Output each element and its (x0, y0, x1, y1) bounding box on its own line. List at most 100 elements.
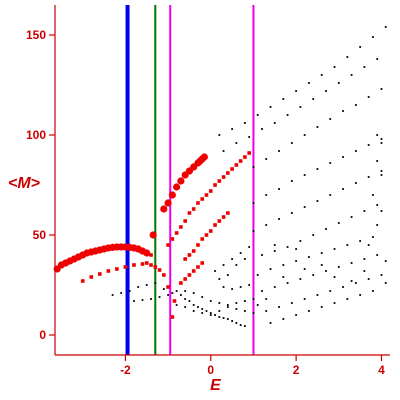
data-point (218, 134, 221, 136)
data-point (269, 268, 272, 270)
data-point (192, 310, 195, 312)
data-point (320, 74, 323, 76)
data-point (363, 66, 366, 68)
data-point (214, 270, 216, 272)
data-point (295, 260, 298, 262)
data-point (231, 258, 234, 260)
data-point (312, 98, 315, 100)
data-point (175, 304, 178, 306)
x-tick-label: -2 (120, 363, 131, 377)
data-point (244, 300, 246, 302)
data-point (372, 194, 374, 196)
data-point (337, 222, 340, 224)
data-point (196, 201, 200, 205)
data-point (273, 122, 276, 124)
data-point (160, 205, 168, 213)
data-point (354, 150, 357, 152)
data-point (123, 265, 128, 269)
data-point (265, 158, 268, 160)
data-point (278, 188, 280, 190)
data-point (244, 258, 246, 260)
data-point (204, 193, 209, 197)
data-point (183, 257, 187, 261)
data-point (380, 170, 383, 172)
data-point (226, 318, 229, 320)
data-point (363, 258, 366, 260)
data-point (226, 171, 230, 175)
data-point (248, 246, 251, 248)
data-point (179, 294, 182, 296)
data-point (367, 244, 370, 246)
data-point (218, 278, 221, 280)
data-point (290, 302, 293, 304)
y-axis-label: <M> (8, 175, 40, 192)
data-point (248, 136, 251, 138)
data-point (173, 183, 181, 191)
data-point (265, 224, 268, 226)
data-point (209, 314, 212, 316)
data-point (244, 122, 246, 124)
data-point (372, 236, 374, 238)
data-point (384, 282, 387, 284)
data-point (184, 290, 187, 292)
data-point (132, 263, 136, 267)
data-point (295, 90, 298, 92)
data-point (380, 88, 383, 90)
data-point (256, 304, 259, 306)
data-point (303, 174, 306, 176)
data-point (235, 302, 238, 304)
data-point (350, 74, 353, 76)
data-point (209, 312, 212, 314)
x-axis-label: E (210, 377, 222, 394)
data-point (256, 114, 259, 116)
data-point (320, 252, 323, 254)
data-point (367, 144, 370, 146)
data-point (247, 151, 251, 155)
data-point (168, 191, 176, 199)
data-point (197, 306, 199, 308)
data-point (196, 243, 200, 247)
data-point (299, 240, 302, 242)
data-point (329, 118, 332, 120)
data-point (320, 264, 323, 266)
data-point (221, 215, 226, 219)
data-point (89, 275, 94, 279)
data-point (303, 268, 306, 270)
data-point (115, 267, 119, 271)
data-point (282, 318, 285, 320)
y-tick-label: 0 (39, 328, 46, 342)
data-point (144, 261, 149, 265)
data-point (342, 110, 344, 112)
data-point (261, 128, 263, 130)
data-point (376, 204, 379, 206)
data-point (226, 211, 230, 215)
data-point (350, 262, 353, 264)
data-point (200, 237, 205, 241)
data-point (175, 290, 178, 292)
data-points (53, 26, 387, 327)
data-point (218, 316, 221, 318)
data-point (149, 231, 157, 239)
data-point (376, 58, 379, 60)
data-point (346, 244, 349, 246)
data-point (239, 324, 242, 326)
data-point (329, 194, 332, 196)
data-point (286, 282, 289, 284)
data-point (222, 150, 225, 152)
data-point (201, 296, 204, 298)
data-point (354, 282, 357, 284)
data-point (133, 300, 135, 302)
data-point (187, 211, 192, 215)
data-point (172, 299, 177, 303)
data-point (252, 298, 255, 300)
data-point (208, 229, 213, 233)
data-point (231, 320, 234, 322)
data-point (184, 298, 187, 300)
data-point (187, 273, 192, 277)
data-point (214, 314, 216, 316)
data-point (367, 278, 370, 280)
data-point (380, 142, 383, 144)
data-point (149, 263, 153, 267)
data-point (218, 302, 221, 304)
data-point (333, 276, 336, 278)
